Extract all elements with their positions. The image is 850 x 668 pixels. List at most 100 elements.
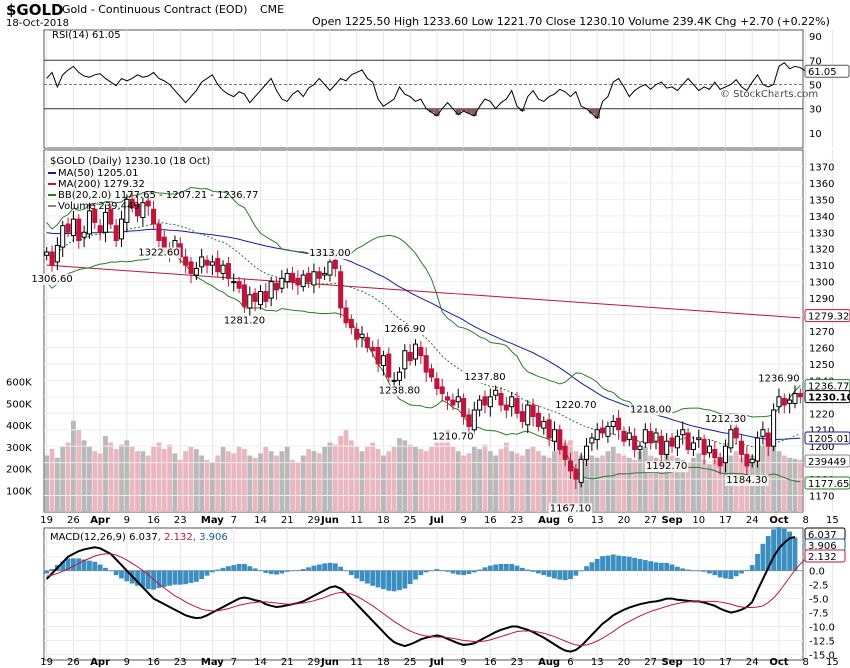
macd-histogram-bar [669, 564, 675, 571]
macd-histogram-bar [471, 570, 477, 573]
candle-body [616, 417, 622, 431]
stockcharts-brand: © StockCharts.com [720, 89, 819, 100]
macd-histogram-bar [274, 570, 279, 575]
macd-histogram-bar [177, 570, 183, 585]
volume-tick-label: 600K [6, 378, 32, 389]
rsi-oversold-fill [589, 108, 595, 114]
candle-body [493, 389, 499, 396]
candle-body [439, 386, 445, 395]
x-axis-tick-label: Apr [90, 657, 110, 668]
macd-histogram-bar [397, 570, 402, 591]
volume-bar [92, 451, 98, 512]
macd-histogram-bar [610, 554, 616, 571]
volume-bar [242, 449, 247, 512]
x-axis-tick-label: Aug [538, 515, 560, 526]
candle-body [140, 202, 146, 218]
macd-histogram-bar [140, 570, 146, 588]
candle-body [573, 468, 579, 480]
volume-bar [76, 429, 82, 512]
macd-histogram-bar [642, 560, 648, 571]
macd-histogram-bar [477, 569, 483, 571]
x-axis-tick-label: 16 [147, 657, 160, 668]
macd-histogram-bar [498, 563, 504, 571]
macd-macd-line [45, 535, 796, 653]
chart-instrument-name: Gold - Continuous Contract (EOD) [62, 3, 248, 16]
volume-bar [680, 459, 686, 512]
candle-body [65, 223, 71, 233]
macd-histogram-bar [113, 570, 119, 576]
macd-histogram-bar [455, 570, 461, 575]
macd-histogram-bar [503, 563, 509, 571]
candle-body [530, 404, 536, 418]
volume-bar [536, 451, 541, 512]
macd-histogram-bar [771, 529, 777, 571]
candle-body [236, 281, 242, 289]
price-annotation: 1281.20 [224, 316, 265, 327]
volume-bar [589, 455, 595, 512]
candle-body [621, 430, 627, 442]
price-annotation-bg [377, 385, 422, 397]
macd-histogram-bar [167, 570, 173, 586]
macd-histogram-bar [407, 570, 413, 585]
candle-body [792, 393, 798, 404]
candle-body [578, 458, 584, 483]
macd-histogram-bar [124, 570, 130, 582]
macd-histogram-bar [375, 570, 381, 588]
candle-body [664, 440, 670, 455]
macd-panel-frame [43, 527, 804, 661]
volume-bar [717, 457, 723, 512]
volume-bar [161, 449, 167, 512]
macd-histogram-bar [370, 570, 376, 586]
candle-body [204, 259, 210, 266]
candle-body [386, 353, 392, 378]
macd-histogram-bar [637, 558, 643, 571]
x-axis-tick-label: 24 [746, 657, 759, 668]
macd-histogram-bar [600, 556, 605, 571]
macd-histogram-bar [632, 557, 638, 571]
candle-body [49, 251, 55, 266]
volume-bar [156, 442, 162, 512]
macd-histogram-bar [541, 570, 547, 576]
x-axis-tick-label: Jun [320, 657, 339, 668]
x-axis-tick-label: May [201, 515, 224, 526]
price-annotation: 1306.60 [31, 274, 72, 285]
price-tag [804, 431, 850, 445]
macd-histogram-bar [236, 563, 242, 571]
candle-body [717, 457, 723, 467]
macd-histogram-bar [781, 528, 787, 571]
rsi-value-tag-label: 61.05 [808, 67, 837, 78]
candle-body [487, 396, 493, 408]
candle-body [712, 448, 718, 459]
price-annotation: 1192.70 [646, 461, 687, 472]
volume-bar [343, 429, 349, 512]
price-annotation-bg [308, 248, 352, 260]
price-tag-label: 1205.01 [808, 434, 849, 445]
macd-histogram-bar [744, 570, 750, 571]
legend-entry: MA(200) 1279.32 [58, 179, 145, 190]
candle-body [648, 430, 654, 444]
candle-body [450, 399, 456, 406]
volume-bar [49, 449, 55, 512]
candle-body [407, 351, 413, 362]
legend-entry: MA(50) 1205.01 [58, 168, 139, 179]
macd-histogram-bar [231, 565, 237, 571]
volume-bar [723, 462, 728, 512]
volume-bar [97, 453, 103, 512]
macd-histogram-bar [225, 566, 231, 571]
x-axis-tick-label: 10 [692, 657, 705, 668]
candle-body [396, 371, 402, 381]
volume-bar [209, 462, 215, 512]
candle-body [70, 218, 76, 237]
volume-bar [183, 451, 189, 512]
rsi-line [46, 62, 806, 120]
price-tick-label: 1320 [809, 245, 834, 256]
macd-histogram-bar [696, 570, 702, 572]
macd-histogram-bar [466, 570, 472, 575]
macd-histogram-bar [60, 561, 66, 571]
rsi-oversold-fill [594, 108, 600, 119]
macd-histogram-bar [145, 570, 151, 590]
macd-histogram-bar [552, 570, 557, 579]
price-annotation-bg [628, 404, 673, 416]
candle-body [557, 429, 563, 450]
volume-bar [316, 453, 322, 512]
